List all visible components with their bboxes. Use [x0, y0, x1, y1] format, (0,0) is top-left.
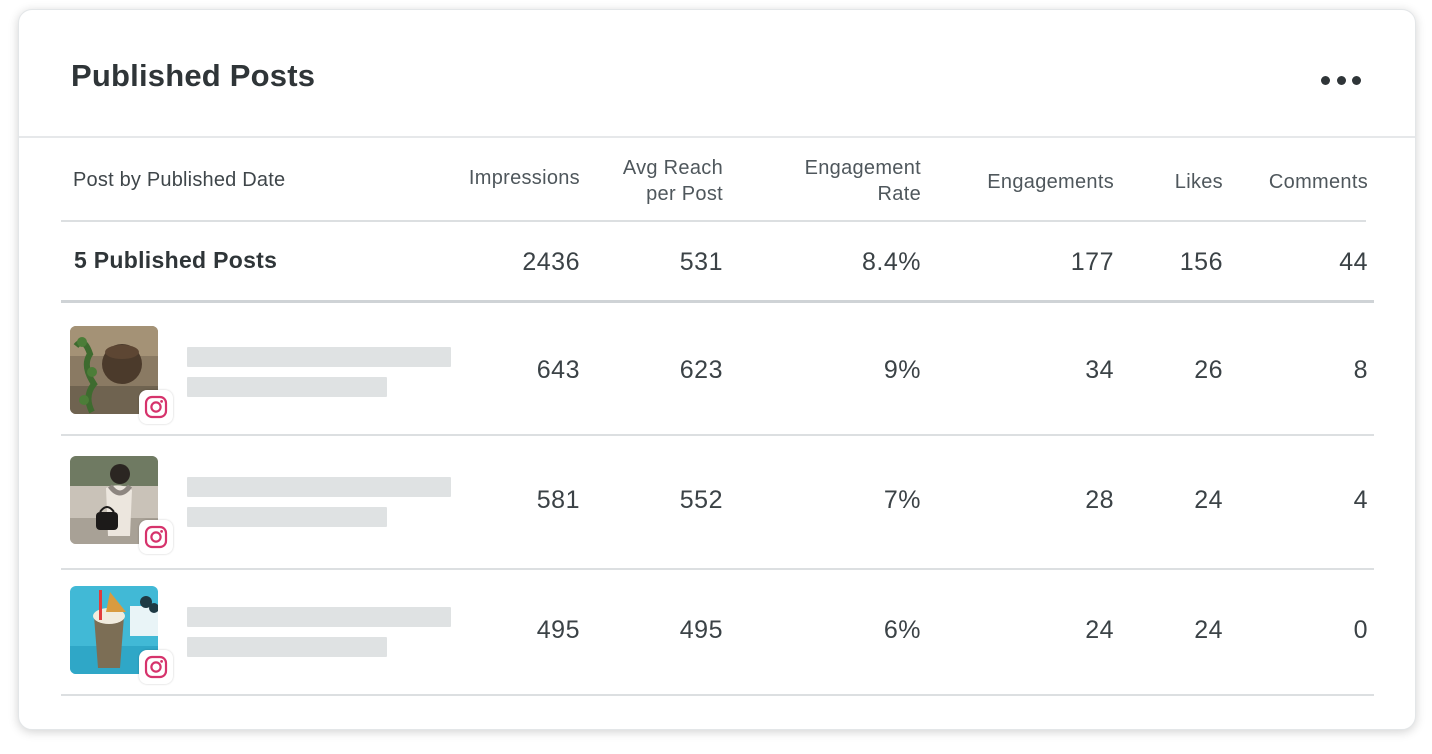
- post-text-placeholder: [187, 607, 451, 627]
- row-divider: [61, 694, 1374, 696]
- row-likes: 26: [1194, 356, 1223, 384]
- instagram-icon: [139, 520, 173, 554]
- instagram-icon: [139, 390, 173, 424]
- summary-avg-reach: 531: [679, 248, 723, 276]
- post-text-placeholder: [187, 477, 451, 497]
- summary-engagement-rate: 8.4%: [862, 248, 921, 276]
- column-header-engagement-rate[interactable]: Engagement Rate: [804, 157, 921, 205]
- row-engagement-rate: 9%: [883, 356, 921, 384]
- summary-label: 5 Published Posts: [74, 247, 278, 273]
- row-engagement-rate: 7%: [883, 486, 921, 514]
- row-impressions: 643: [536, 356, 580, 384]
- summary-comments: 44: [1339, 248, 1368, 276]
- summary-likes: 156: [1179, 248, 1223, 276]
- column-header-avg-reach[interactable]: Avg Reach per Post: [622, 157, 723, 205]
- column-header-engagements[interactable]: Engagements: [987, 171, 1114, 193]
- row-impressions: 581: [536, 486, 580, 514]
- row-divider: [61, 434, 1374, 436]
- post-thumbnail[interactable]: [70, 326, 158, 414]
- post-text-placeholder: [187, 377, 387, 397]
- post-text-placeholder: [187, 507, 387, 527]
- header-divider: [61, 220, 1366, 222]
- row-comments: 4: [1353, 486, 1368, 514]
- row-comments: 0: [1353, 616, 1368, 644]
- row-avg-reach: 623: [679, 356, 723, 384]
- row-divider: [61, 568, 1374, 570]
- post-thumbnail[interactable]: [70, 456, 158, 544]
- row-engagements: 34: [1085, 356, 1114, 384]
- row-avg-reach: 552: [679, 486, 723, 514]
- more-options-icon[interactable]: [1321, 72, 1361, 88]
- summary-divider: [61, 300, 1374, 303]
- column-header-comments[interactable]: Comments: [1268, 171, 1368, 193]
- card-header: Published Posts: [19, 10, 1415, 138]
- instagram-icon: [139, 650, 173, 684]
- summary-engagements: 177: [1070, 248, 1114, 276]
- row-likes: 24: [1194, 616, 1223, 644]
- column-header-impressions[interactable]: Impressions: [468, 167, 580, 189]
- row-comments: 8: [1353, 356, 1368, 384]
- row-likes: 24: [1194, 486, 1223, 514]
- post-text-placeholder: [187, 347, 451, 367]
- row-engagement-rate: 6%: [883, 616, 921, 644]
- row-impressions: 495: [536, 616, 580, 644]
- row-engagements: 28: [1085, 486, 1114, 514]
- summary-impressions: 2436: [522, 248, 580, 276]
- row-avg-reach: 495: [679, 616, 723, 644]
- column-header-post[interactable]: Post by Published Date: [73, 169, 286, 191]
- post-text-placeholder: [187, 637, 387, 657]
- column-header-likes[interactable]: Likes: [1174, 171, 1223, 193]
- published-posts-card: Published Posts Post by Published Date I…: [18, 9, 1416, 730]
- card-title: Published Posts: [71, 58, 316, 93]
- row-engagements: 24: [1085, 616, 1114, 644]
